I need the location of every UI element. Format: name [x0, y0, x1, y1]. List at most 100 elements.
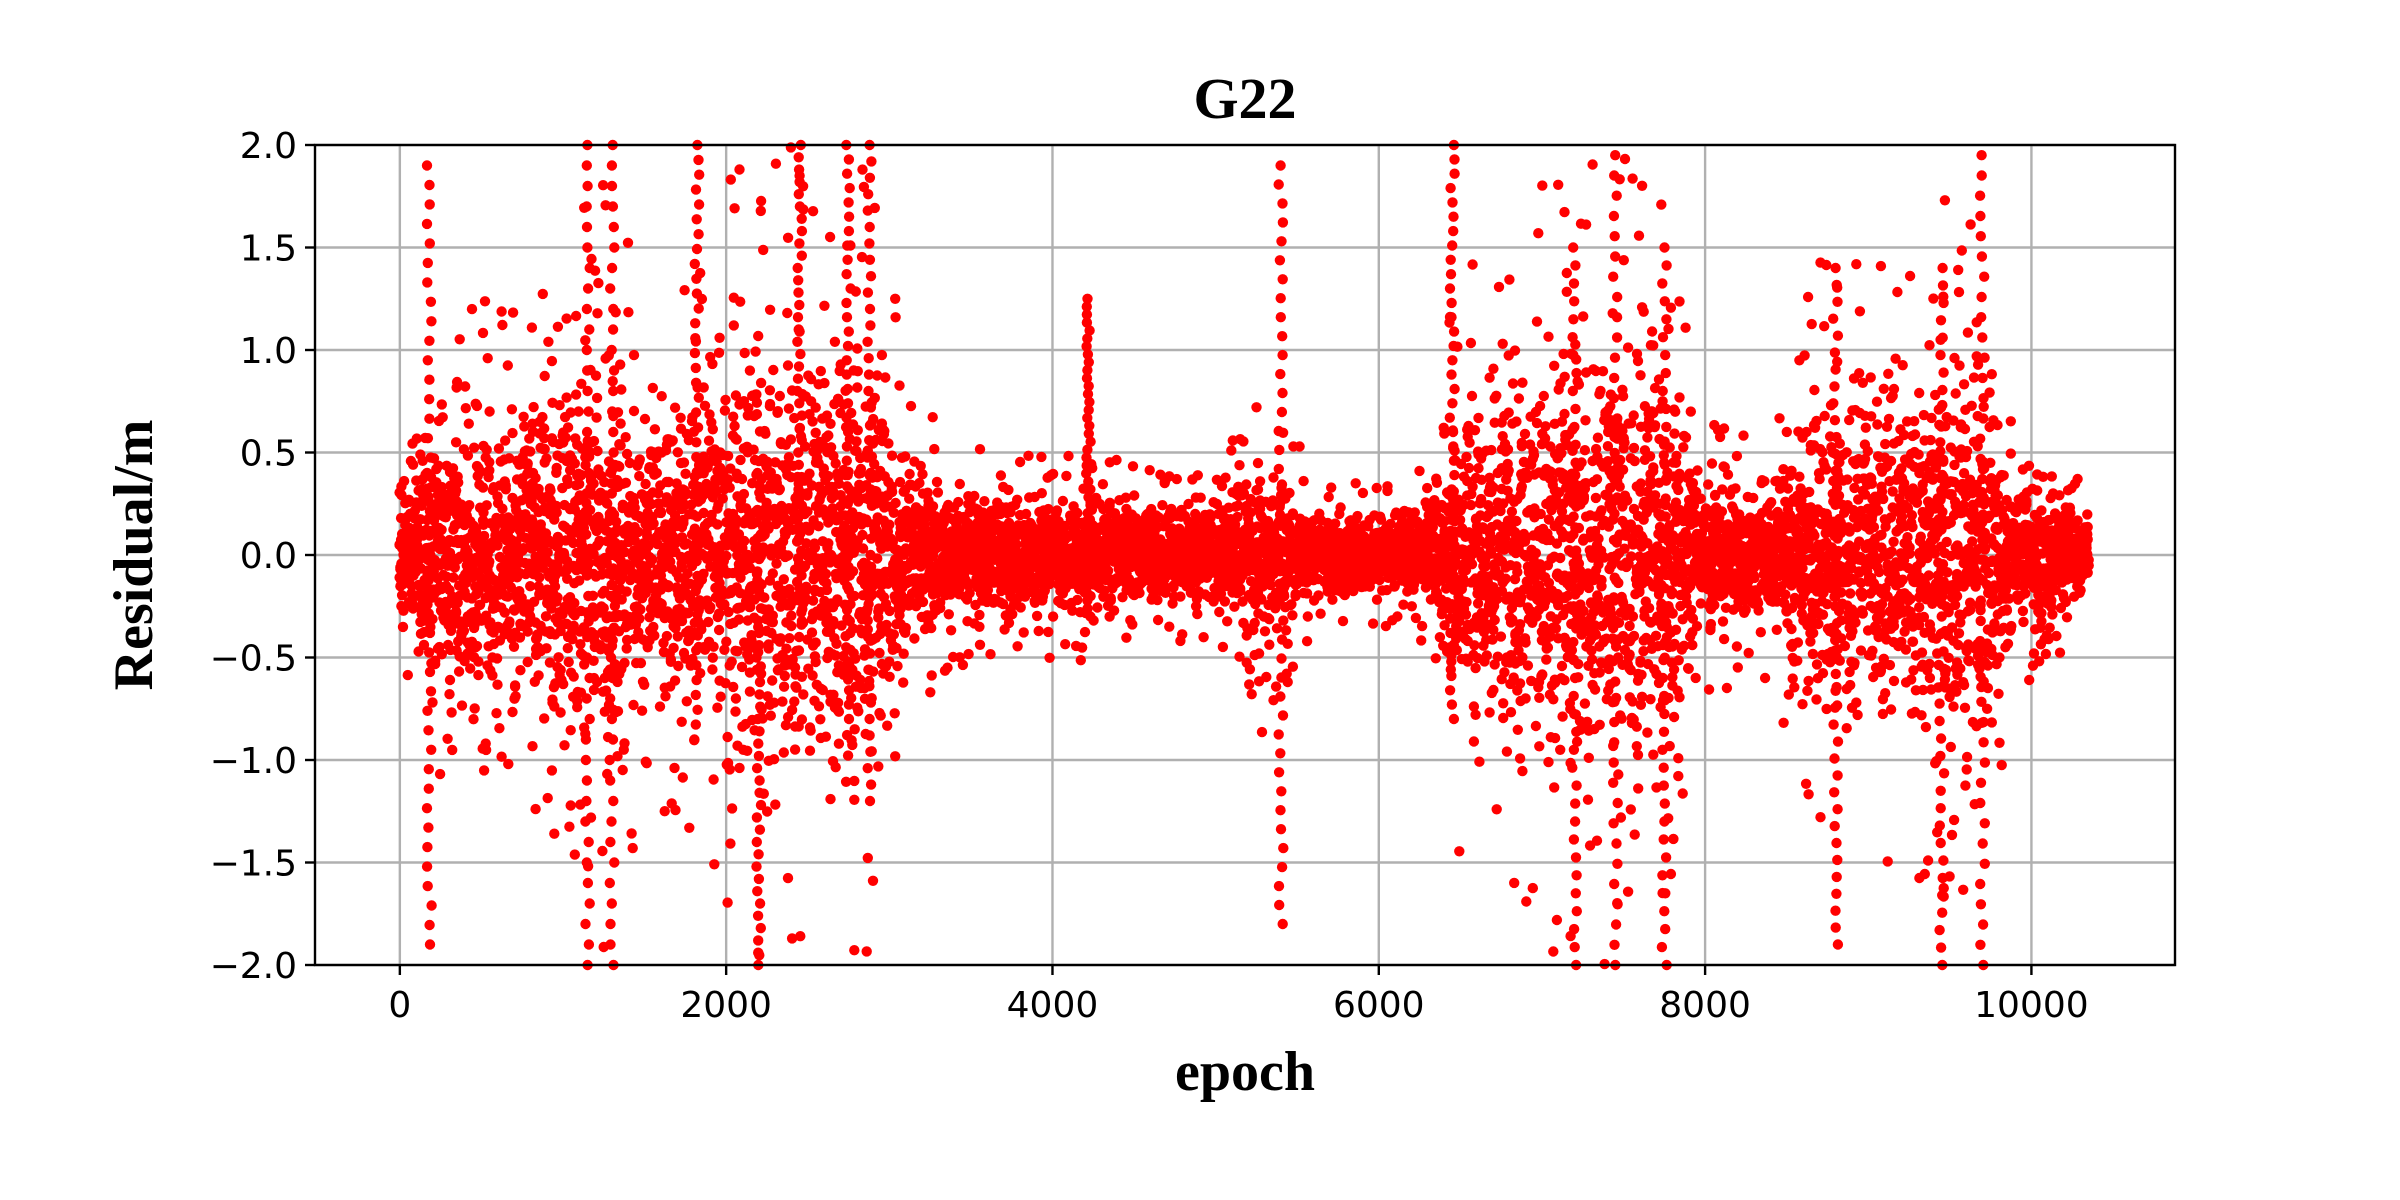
data-point: [782, 872, 794, 884]
data-point: [1152, 614, 1164, 626]
data-point: [447, 463, 459, 474]
data-point: [449, 562, 460, 573]
data-point: [509, 681, 521, 692]
data-point: [786, 620, 797, 632]
data-point: [774, 390, 785, 402]
data-point: [460, 403, 471, 414]
data-point: [805, 725, 816, 736]
data-point: [825, 793, 836, 805]
data-point: [549, 828, 560, 839]
data-point: [539, 713, 550, 724]
data-point: [764, 304, 776, 315]
data-point: [532, 629, 543, 640]
data-point: [974, 444, 986, 455]
data-point: [1007, 609, 1018, 620]
data-point: [849, 775, 860, 787]
data-point: [493, 443, 505, 454]
data-point: [659, 806, 670, 817]
data-point: [782, 360, 794, 371]
data-point: [655, 507, 667, 519]
data-point: [473, 669, 484, 681]
data-point: [810, 402, 821, 413]
data-point: [619, 657, 630, 669]
data-point: [1302, 611, 1314, 622]
data-point: [1298, 475, 1309, 487]
data-point: [1280, 625, 1292, 636]
data-point: [628, 405, 640, 417]
data-point: [450, 485, 462, 496]
data-point: [1259, 626, 1271, 637]
data-point: [821, 584, 833, 596]
data-point: [730, 706, 741, 717]
data-point: [789, 696, 800, 707]
data-point: [1238, 436, 1249, 447]
data-point: [1264, 639, 1275, 650]
data-point: [1294, 441, 1305, 452]
data-point: [533, 670, 544, 681]
data-point: [882, 720, 893, 731]
data-point: [677, 772, 688, 783]
data-point: [554, 400, 565, 411]
data-point: [820, 731, 832, 742]
data-point: [1111, 454, 1122, 466]
data-point: [1330, 518, 1341, 529]
data-point: [555, 707, 566, 718]
data-point: [767, 610, 778, 621]
data-point: [825, 418, 836, 429]
data-point: [1144, 465, 1155, 476]
data-point: [1313, 590, 1324, 601]
data-point: [1192, 470, 1204, 481]
data-point: [731, 434, 742, 445]
data-point: [679, 285, 690, 296]
data-point: [1127, 619, 1138, 630]
data-point: [810, 656, 821, 668]
data-point: [725, 838, 736, 849]
data-point: [1127, 461, 1139, 472]
data-point: [729, 203, 740, 214]
data-point: [813, 521, 824, 532]
data-point: [433, 460, 444, 471]
data-point: [738, 488, 750, 500]
data-point: [539, 433, 550, 444]
data-point: [539, 370, 550, 382]
data-point: [735, 296, 746, 307]
data-point: [770, 799, 781, 810]
data-point: [570, 389, 582, 400]
data-point: [1020, 508, 1032, 520]
data-point: [614, 461, 625, 472]
data-point: [396, 489, 407, 501]
data-point: [744, 686, 756, 697]
data-point: [458, 625, 470, 636]
data-point: [888, 629, 899, 640]
data-point: [1003, 484, 1014, 496]
data-point: [551, 507, 562, 518]
data-point: [1060, 639, 1071, 650]
data-point: [722, 731, 733, 743]
data-point: [974, 639, 986, 650]
data-point: [491, 708, 502, 719]
data-point: [546, 355, 558, 367]
data-point: [830, 762, 841, 773]
data-point: [464, 500, 475, 511]
data-point: [890, 312, 901, 323]
data-point: [607, 376, 618, 387]
data-point: [708, 641, 719, 652]
data-point: [886, 486, 898, 498]
data-point: [454, 334, 465, 345]
data-point: [833, 738, 845, 749]
data-point: [542, 547, 553, 558]
data-point: [1134, 587, 1145, 599]
data-point: [504, 616, 515, 627]
data-point: [468, 714, 479, 725]
data-point: [768, 364, 779, 376]
data-point: [534, 572, 545, 583]
data-point: [628, 349, 640, 361]
data-point: [442, 733, 453, 744]
data-point: [651, 467, 662, 479]
data-point: [1102, 565, 1114, 576]
data-point: [491, 653, 503, 664]
data-point: [755, 205, 766, 217]
data-point: [785, 142, 797, 153]
data-point: [719, 405, 731, 416]
data-point: [597, 180, 609, 191]
